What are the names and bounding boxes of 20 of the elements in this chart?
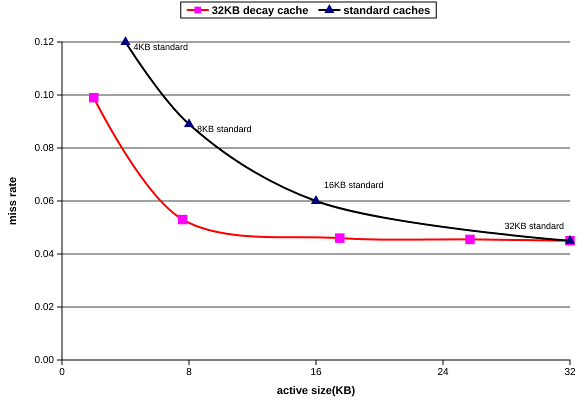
legend-label: 32KB decay cache xyxy=(212,5,308,17)
x-tick-label: 0 xyxy=(59,367,66,378)
y-tick-label: 0.06 xyxy=(34,196,54,208)
x-axis-title: active size(KB) xyxy=(276,385,356,397)
y-tick-label: 0.10 xyxy=(34,90,54,102)
y-tick-label: 0.08 xyxy=(34,143,54,154)
annotation: 4KB standard xyxy=(134,42,188,52)
y-tick-label: 0.04 xyxy=(34,249,54,260)
annotation: 32KB standard xyxy=(504,220,564,231)
y-tick-label: 0.12 xyxy=(34,37,54,48)
x-tick-label: 32 xyxy=(564,367,576,378)
y-tick-label: 0.02 xyxy=(34,302,54,314)
annotation: 16KB standard xyxy=(324,180,384,190)
x-tick-label: 8 xyxy=(186,367,192,378)
y-tick-label: 0.00 xyxy=(34,355,54,366)
y-axis-title: miss rate xyxy=(7,176,19,226)
x-tick-label: 16 xyxy=(310,367,322,378)
annotation: 8KB standard xyxy=(197,124,252,134)
legend-label: standard caches xyxy=(343,5,430,17)
x-tick-label: 24 xyxy=(437,367,449,378)
